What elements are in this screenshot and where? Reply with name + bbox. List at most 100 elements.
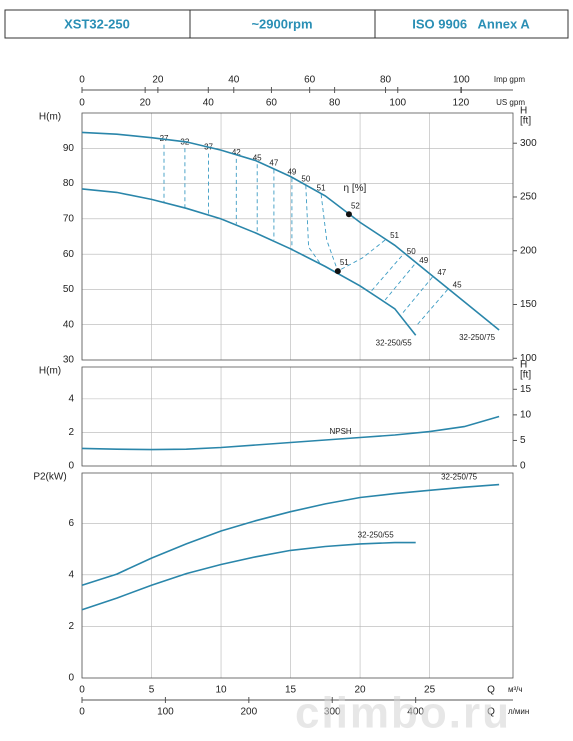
x2-axis-label: Q [487, 707, 495, 718]
top-axis-tick-label: 60 [304, 75, 316, 86]
x-tick-label: 15 [285, 685, 297, 696]
curve-label: 32-250/55 [358, 531, 395, 540]
efficiency-line [305, 185, 322, 265]
y2-axis-label: H [520, 360, 527, 371]
efficiency-label: 51 [390, 231, 399, 240]
efficiency-label: 47 [437, 268, 446, 277]
top-axis-tick-label: 0 [79, 98, 85, 109]
efficiency-label: 42 [232, 148, 241, 157]
y2-tick-label: 150 [520, 299, 537, 310]
y2-tick-label: 15 [520, 384, 532, 395]
top-axis-tick-label: 120 [453, 98, 470, 109]
efficiency-label: 45 [453, 281, 462, 290]
top-axis-label: Imp gpm [494, 75, 525, 84]
top-axis-tick-label: 100 [389, 98, 406, 109]
y2-tick-label: 300 [520, 138, 537, 149]
y-tick-label: 60 [63, 249, 75, 260]
efficiency-point [334, 268, 341, 275]
top-axis-tick-label: 0 [79, 75, 85, 86]
top-axis-label: US gpm [496, 98, 525, 107]
y2-axis-label: [ft] [520, 370, 531, 381]
y-tick-label: 50 [63, 284, 75, 295]
x-axis-unit: м³/ч [508, 685, 523, 694]
x-tick-label: 0 [79, 685, 85, 696]
y-tick-label: 6 [68, 518, 74, 529]
curve [81, 131, 500, 331]
plot-frame [81, 112, 514, 361]
curve [81, 541, 416, 611]
top-axis-tick-label: 80 [380, 75, 392, 86]
y-tick-label: 4 [68, 569, 74, 580]
top-axis-tick-label: 20 [152, 75, 164, 86]
top-axis-tick-label: 20 [140, 98, 152, 109]
x-tick-label: 20 [355, 685, 367, 696]
plot-frame [81, 366, 514, 467]
y-tick-label: 2 [68, 621, 74, 632]
x-tick-label: 5 [149, 685, 155, 696]
top-axis-tick-label: 40 [228, 75, 240, 86]
efficiency-line [370, 255, 403, 292]
efficiency-line [401, 276, 433, 315]
efficiency-label: 45 [253, 153, 262, 162]
point-label: 51 [340, 258, 349, 267]
y-axis-label: P2(kW) [33, 472, 66, 483]
header-standard: ISO 9906 Annex A [412, 16, 530, 31]
y-axis-label: H(m) [39, 112, 61, 123]
y2-tick-label: 0 [520, 461, 526, 472]
y-tick-label: 30 [63, 355, 75, 366]
efficiency-line [320, 194, 339, 272]
top-axis-tick-label: 60 [266, 98, 278, 109]
x2-axis-unit: л/мин [508, 707, 529, 716]
curve-label: 32-250/75 [441, 473, 478, 482]
y2-axis-label: H [520, 106, 527, 117]
top-axis-tick-label: 100 [453, 75, 470, 86]
efficiency-point [345, 211, 352, 218]
y-tick-label: 4 [68, 394, 74, 405]
curve [81, 483, 500, 586]
header-box [4, 9, 569, 39]
x-axis-label: Q [487, 685, 495, 696]
x-tick-label: 25 [424, 685, 436, 696]
y2-tick-label: 200 [520, 245, 537, 256]
efficiency-line [415, 289, 449, 327]
efficiency-label: 47 [269, 159, 278, 168]
y-tick-label: 0 [68, 461, 74, 472]
y-tick-label: 90 [63, 143, 75, 154]
header-model: XST32-250 [64, 16, 130, 31]
x2-tick-label: 400 [407, 707, 424, 718]
y2-tick-label: 5 [520, 435, 526, 446]
point-label: 52 [351, 201, 360, 210]
header-speed: ~2900rpm [251, 16, 312, 31]
y-axis-label: H(m) [39, 366, 61, 377]
plot-frame [81, 472, 514, 679]
y-tick-label: 40 [63, 319, 75, 330]
y-tick-label: 80 [63, 178, 75, 189]
top-axis-tick-label: 40 [203, 98, 215, 109]
y-tick-label: 70 [63, 213, 75, 224]
y-tick-label: 0 [68, 673, 74, 684]
y2-tick-label: 250 [520, 192, 537, 203]
y-tick-label: 2 [68, 427, 74, 438]
curve [81, 415, 500, 451]
y2-axis-label: [ft] [520, 116, 531, 127]
efficiency-label: 27 [160, 134, 169, 143]
x2-tick-label: 100 [157, 707, 174, 718]
efficiency-line [384, 264, 415, 301]
y2-tick-label: 100 [520, 353, 537, 364]
y2-tick-label: 10 [520, 410, 532, 421]
eta-label: η [%] [344, 183, 367, 194]
curve [81, 188, 417, 336]
watermark: climbo.ru [295, 689, 511, 736]
efficiency-label: 50 [407, 247, 416, 256]
top-axis-tick-label: 80 [329, 98, 341, 109]
x2-tick-label: 300 [324, 707, 341, 718]
x2-tick-label: 200 [240, 707, 257, 718]
efficiency-line [337, 239, 386, 272]
curve-label: NPSH [329, 427, 351, 436]
curve-label: 32-250/55 [376, 338, 413, 347]
curve-label: 32-250/75 [459, 333, 496, 342]
x2-tick-label: 0 [79, 707, 85, 718]
efficiency-label: 49 [419, 256, 428, 265]
x-tick-label: 10 [215, 685, 227, 696]
